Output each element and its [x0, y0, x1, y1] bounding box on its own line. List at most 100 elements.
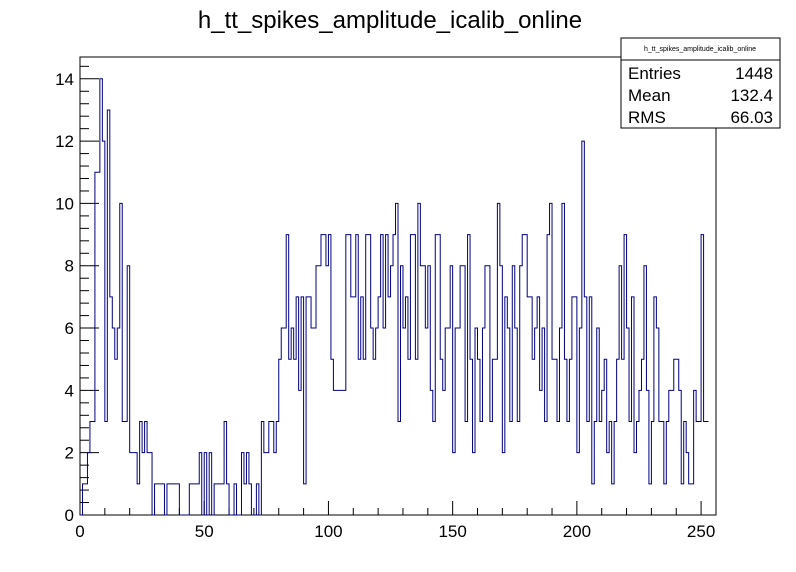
histogram-bin: [294, 359, 296, 515]
histogram-bin: [115, 359, 117, 515]
histogram-bin: [681, 484, 683, 515]
histogram-bin: [679, 390, 681, 515]
histogram-bin: [555, 359, 557, 515]
x-tick-label: 50: [195, 522, 214, 541]
histogram-line: [80, 78, 709, 516]
histogram-bin: [373, 359, 375, 515]
histogram-bin: [430, 390, 432, 515]
histogram-bin: [276, 422, 278, 515]
histogram-bin: [122, 422, 124, 515]
histogram-bin: [470, 359, 472, 515]
histogram-bin: [637, 422, 639, 515]
histogram-bin: [271, 422, 273, 515]
histogram-bin: [423, 266, 425, 515]
histogram-bin: [316, 266, 318, 515]
histogram-bin: [428, 266, 430, 515]
stats-box: h_tt_spikes_amplitude_icalib_online Entr…: [620, 37, 781, 129]
histogram-bin: [346, 235, 348, 515]
y-tick-label: 14: [55, 70, 74, 89]
histogram-bin: [492, 359, 494, 515]
histogram-bin: [328, 235, 330, 515]
histogram-bin: [669, 390, 671, 515]
x-tick-label: 150: [438, 522, 466, 541]
histogram-bin: [343, 390, 345, 515]
histogram-bin: [522, 235, 524, 515]
histogram-bin: [169, 484, 171, 515]
histogram-bin: [453, 453, 455, 515]
histogram-bin: [358, 359, 360, 515]
histogram-bin: [487, 266, 489, 515]
histogram-bin: [204, 453, 206, 515]
histogram-bin: [569, 359, 571, 515]
histogram-bin: [572, 297, 574, 515]
x-tick-label: 0: [75, 522, 84, 541]
stats-box-title: h_tt_spikes_amplitude_icalib_online: [644, 46, 756, 53]
histogram-bin: [497, 203, 499, 515]
histogram-bin: [286, 235, 288, 515]
histogram-bin: [304, 484, 306, 515]
histogram-bin: [448, 328, 450, 515]
histogram-bin: [92, 422, 94, 515]
histogram-bin: [309, 297, 311, 515]
histogram-bin: [110, 297, 112, 515]
histogram-bin: [701, 235, 703, 515]
histogram-bin: [689, 484, 691, 515]
histogram-bin: [517, 422, 519, 515]
histogram-bin: [696, 422, 698, 515]
histogram-bin: [686, 453, 688, 515]
stats-entries-value: 1448: [735, 64, 773, 83]
histogram-bin: [661, 422, 663, 515]
histogram-bin: [274, 453, 276, 515]
histogram-series: [80, 78, 709, 516]
histogram-bin: [279, 359, 281, 515]
histogram-bin: [145, 422, 147, 515]
histogram-bin: [415, 359, 417, 515]
histogram-bin: [376, 328, 378, 515]
histogram-bin: [706, 422, 708, 515]
histogram-bin: [604, 359, 606, 515]
histogram-bin: [540, 390, 542, 515]
histogram-bin: [331, 359, 333, 515]
histogram-bin: [351, 297, 353, 515]
histogram-bin: [500, 266, 502, 515]
histogram-bin: [425, 328, 427, 515]
histogram-bin: [338, 390, 340, 515]
histogram-bin: [266, 453, 268, 515]
histogram-bin: [167, 484, 169, 515]
histogram-bin: [644, 266, 646, 515]
y-tick-label: 6: [65, 319, 74, 338]
histogram-bin: [475, 328, 477, 515]
histogram-bin: [155, 484, 157, 515]
histogram-bin: [473, 453, 475, 515]
histogram-bin: [269, 422, 271, 515]
histogram-bin: [490, 422, 492, 515]
histogram-bin: [480, 422, 482, 515]
histogram-bin: [584, 297, 586, 515]
x-tick-label: 250: [687, 522, 715, 541]
histogram-bin: [289, 359, 291, 515]
histogram-bin: [666, 422, 668, 515]
histogram-bin: [336, 390, 338, 515]
histogram-bin: [574, 297, 576, 515]
histogram-bin: [319, 266, 321, 515]
x-tick-label: 200: [563, 522, 591, 541]
histogram-bin: [612, 484, 614, 515]
histogram-bin: [609, 422, 611, 515]
histogram-bin: [547, 235, 549, 515]
histogram-bin: [398, 422, 400, 515]
stats-mean-value: 132.4: [730, 86, 773, 105]
histogram-bin: [676, 359, 678, 515]
histogram-bin: [125, 422, 127, 515]
histogram-bin: [545, 422, 547, 515]
histogram-bin: [361, 297, 363, 515]
histogram-bin: [532, 359, 534, 515]
histogram-bin: [410, 235, 412, 515]
histogram-bin: [577, 453, 579, 515]
histogram-bin: [227, 484, 229, 515]
histogram-bin: [562, 203, 564, 515]
histogram-bin: [90, 422, 92, 515]
histogram-bin: [356, 235, 358, 515]
histogram-bin: [249, 484, 251, 515]
histogram-bin: [656, 328, 658, 515]
histogram-bin: [209, 453, 211, 515]
